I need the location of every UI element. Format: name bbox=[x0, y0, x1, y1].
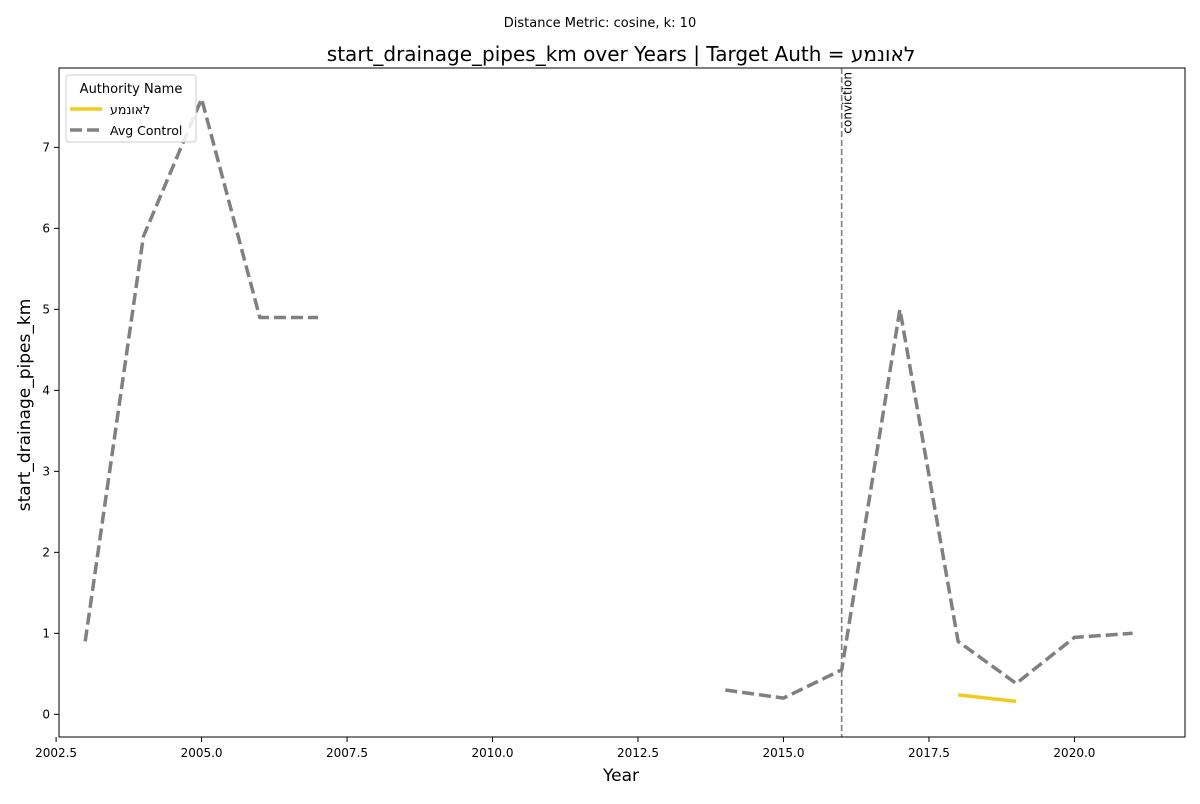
y-tick-label: 7 bbox=[42, 140, 50, 154]
ticks: 2002.5 2005.0 2007.5 2010.0 2012.5 2015.0 2017… bbox=[35, 140, 1095, 760]
conviction-label: conviction bbox=[841, 72, 855, 134]
y-tick-label: 6 bbox=[42, 221, 50, 235]
x-axis-label: Year bbox=[602, 766, 639, 786]
x-tick-label: 2012.5 bbox=[617, 746, 659, 760]
legend-label-avg-control: Avg Control bbox=[110, 123, 182, 138]
legend-label-target: לאונמע bbox=[110, 102, 150, 117]
y-tick-label: 0 bbox=[42, 707, 50, 721]
legend: Authority Name לאונמע Avg Control bbox=[65, 74, 197, 143]
series-line-avg-control bbox=[83, 97, 318, 642]
legend-box bbox=[65, 74, 197, 143]
plot-area: conviction bbox=[83, 68, 1133, 737]
x-tick-label: 2015.0 bbox=[762, 746, 804, 760]
x-tick-label: 2017.5 bbox=[908, 746, 950, 760]
y-tick-label: 2 bbox=[42, 545, 50, 559]
chart-suptitle: Distance Metric: cosine, k: 10 bbox=[504, 16, 696, 31]
legend-title: Authority Name bbox=[80, 82, 183, 97]
series-line-target bbox=[957, 693, 1017, 704]
y-tick-label: 3 bbox=[42, 464, 50, 478]
y-tick-label: 4 bbox=[42, 383, 50, 397]
series-line-avg-control bbox=[725, 307, 1133, 700]
x-tick-label: 2020.0 bbox=[1053, 746, 1095, 760]
chart-title: start_drainage_pipes_km over Years | Tar… bbox=[327, 42, 915, 66]
plot-frame bbox=[58, 67, 1186, 738]
x-tick-label: 2002.5 bbox=[35, 746, 77, 760]
x-tick-label: 2007.5 bbox=[326, 746, 368, 760]
y-tick-label: 1 bbox=[42, 626, 50, 640]
y-tick-label: 5 bbox=[42, 302, 50, 316]
x-tick-label: 2005.0 bbox=[181, 746, 223, 760]
x-tick-label: 2010.0 bbox=[472, 746, 514, 760]
y-axis-label: start_drainage_pipes_km bbox=[15, 299, 35, 511]
